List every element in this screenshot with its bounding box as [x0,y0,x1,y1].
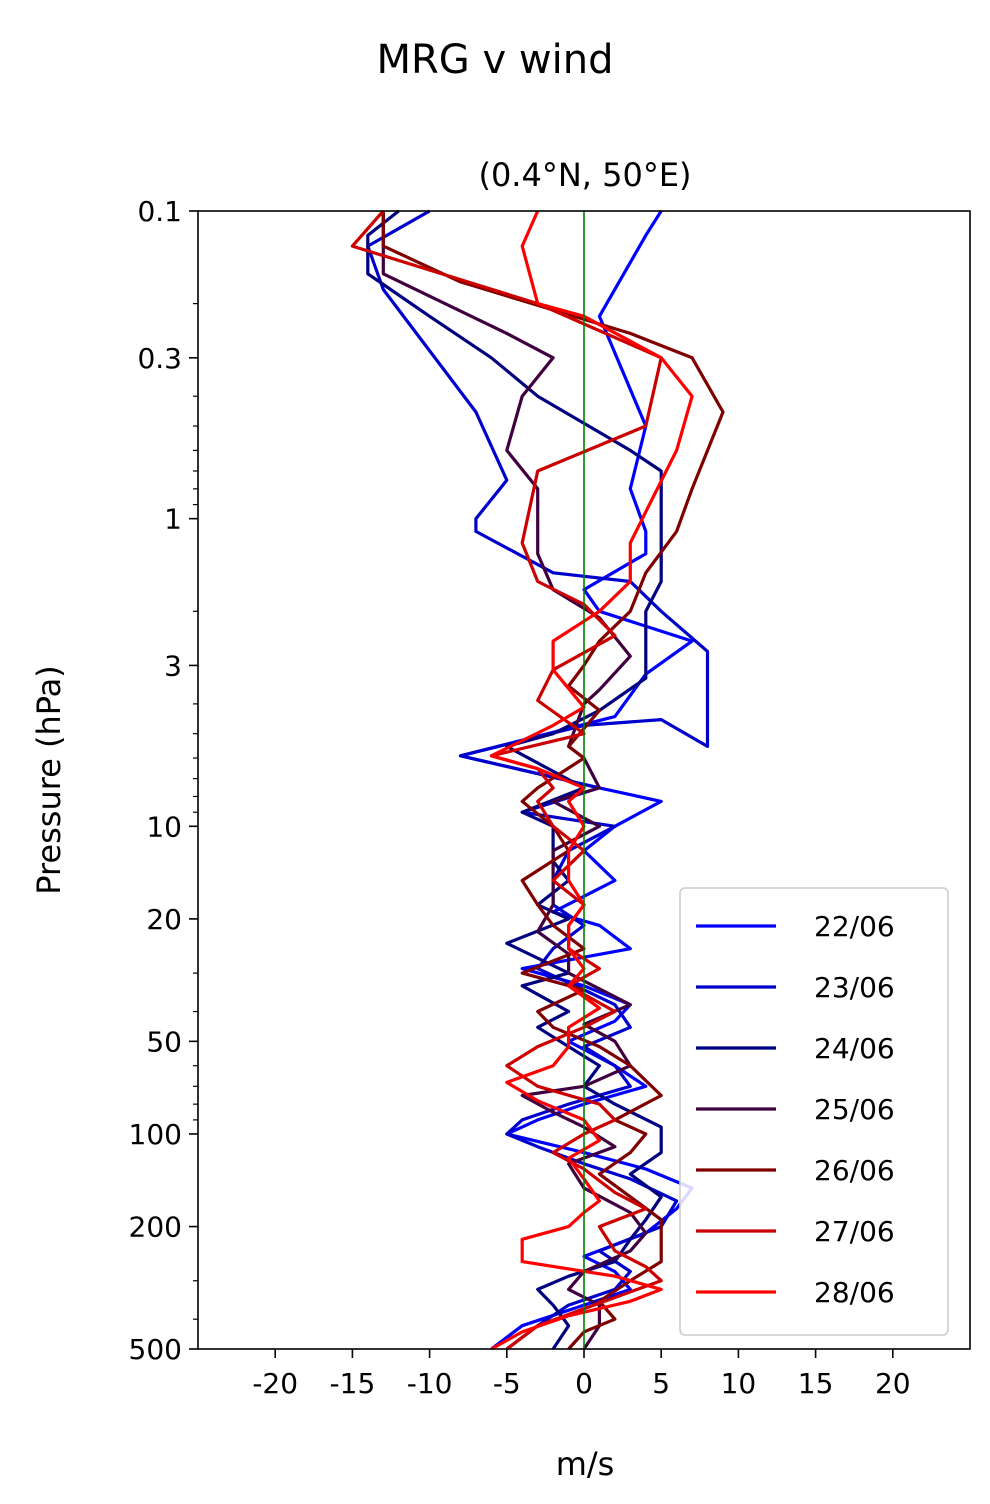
y-tick-label-8: 200 [129,1211,182,1244]
axes-title: (0.4°N, 50°E) [478,156,691,194]
legend-label-5: 27/06 [814,1215,895,1248]
legend-label-0: 22/06 [814,910,895,943]
figure-title: MRG v wind [377,37,614,83]
y-axis-label: Pressure (hPa) [30,665,68,895]
y-tick-label-7: 100 [129,1118,182,1151]
y-tick-label-2: 1 [164,503,182,536]
x-tick-label-5: 5 [652,1367,670,1400]
y-tick-label-4: 10 [146,810,182,843]
x-tick-label-0: -20 [252,1367,298,1400]
series-line-3 [381,211,648,1350]
series-line-4 [381,211,725,1351]
x-tick-label-8: 20 [875,1367,911,1400]
x-axis-label: m/s [556,1445,615,1483]
legend-box [679,887,949,1336]
y-tick-label-5: 20 [146,903,182,936]
legend-label-2: 24/06 [814,1032,895,1065]
y-tick-label-3: 3 [164,649,182,682]
legend-label-6: 28/06 [814,1276,895,1309]
x-tick-label-6: 10 [721,1367,757,1400]
plot-area: -20 -15 -10 -5 0 5 10 15 20 0.1 0.3 1 3 10 20 50 100 200 5… [129,195,971,1400]
x-tick-label-2: -10 [407,1367,453,1400]
y-tick-label-6: 50 [146,1025,182,1058]
series-line-6 [489,210,694,1351]
x-tick-label-4: 0 [575,1367,593,1400]
y-tick-label-1: 0.3 [137,342,182,375]
legend-label-4: 26/06 [814,1154,895,1187]
x-tick-label-7: 15 [798,1367,834,1400]
legend-label-3: 25/06 [814,1093,895,1126]
legend-label-1: 23/06 [814,971,895,1004]
y-tick-label-0: 0.1 [137,195,182,228]
x-tick-label-1: -15 [330,1367,376,1400]
y-tick-label-9: 500 [129,1333,182,1366]
x-tick-label-3: -5 [493,1367,521,1400]
